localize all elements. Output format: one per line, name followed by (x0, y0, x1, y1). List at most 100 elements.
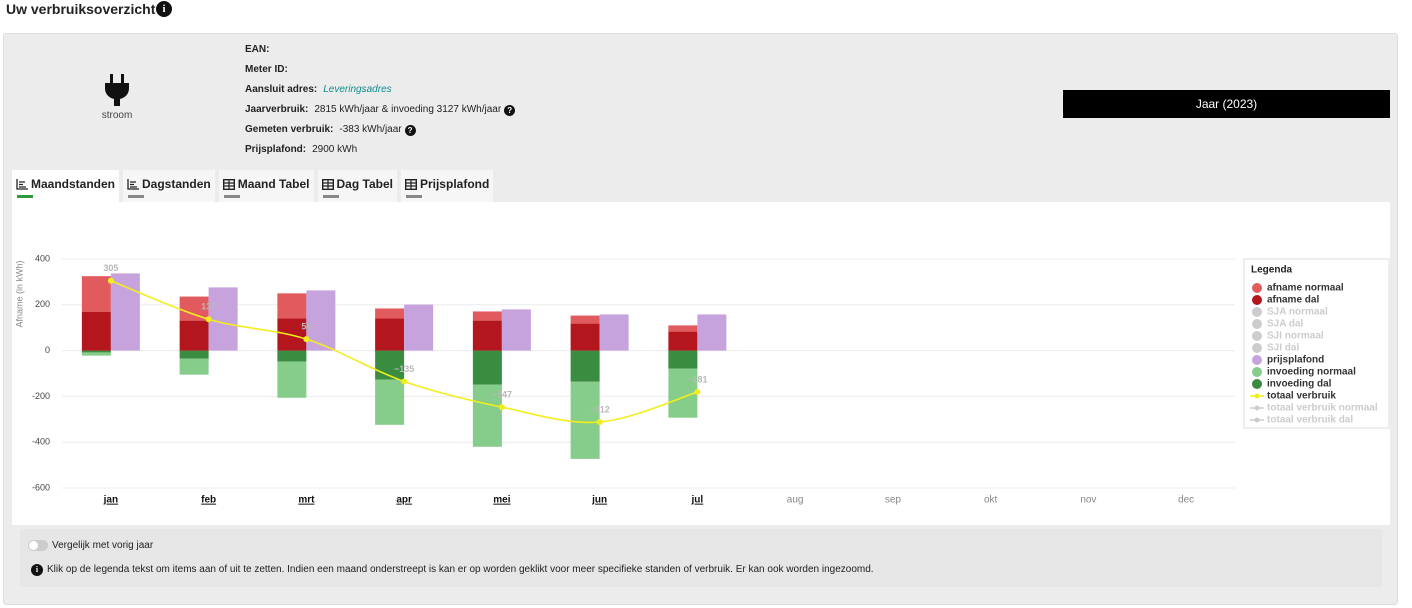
legend-marker (1252, 379, 1262, 389)
info-text: Klik op de legenda tekst om items aan of… (47, 564, 874, 575)
x-tick-label[interactable]: feb (201, 495, 216, 506)
legend-label[interactable]: totaal verbruik normaal (1267, 403, 1378, 414)
tab[interactable]: Maandstanden (12, 170, 120, 202)
legend-marker (1254, 405, 1260, 411)
page-title: Uw verbruiksoverzicht (6, 1, 156, 17)
field-label: Jaarverbruik: (245, 104, 309, 115)
x-tick-label[interactable]: mei (493, 495, 510, 506)
line-point (205, 316, 212, 323)
field-value: -383 kWh/jaar (339, 124, 402, 135)
x-tick-label: aug (787, 495, 804, 506)
legend-marker (1252, 319, 1262, 329)
legend-label[interactable]: invoeding normaal (1267, 367, 1356, 378)
bar (306, 290, 336, 351)
period-button[interactable]: Jaar (2023) (1063, 90, 1390, 118)
tab-marker (128, 195, 145, 198)
tab[interactable]: Prijsplafond (400, 170, 494, 202)
bar (277, 293, 307, 319)
x-tick-label[interactable]: jun (591, 495, 607, 506)
bar (110, 273, 140, 351)
x-tick-label: dec (1178, 495, 1194, 506)
bar (375, 318, 405, 351)
bar (375, 308, 405, 319)
data-label: 50 (301, 322, 311, 332)
bar (277, 361, 307, 398)
field-value[interactable]: Leveringsadres (323, 84, 392, 95)
field-value: 2815 kWh/jaar & invoeding 3127 kWh/jaar (314, 104, 502, 115)
tab-icon (222, 178, 235, 190)
legend-marker (1254, 417, 1260, 423)
field-value: 2900 kWh (312, 144, 358, 155)
bar (179, 296, 209, 321)
tab[interactable]: Dagstanden (123, 170, 215, 202)
field-label: Prijsplafond: (245, 144, 307, 155)
legend-label[interactable]: SJA dal (1267, 319, 1304, 330)
tab-label: Maandstanden (31, 177, 116, 191)
tab-label: Maand Tabel (237, 177, 310, 191)
help-icon[interactable]: ? (404, 125, 416, 136)
x-tick-label: nov (1080, 495, 1096, 506)
bar (472, 350, 502, 385)
tab-marker (322, 195, 339, 198)
tab[interactable]: Dag Tabel (317, 170, 397, 202)
field-label: Aansluit adres: (245, 84, 318, 95)
legend-box (1243, 258, 1390, 429)
y-axis-label: Afname (in kWh) (14, 260, 24, 327)
bar (179, 350, 209, 359)
legend-marker (1252, 367, 1262, 377)
meter-field: EAN: (245, 43, 275, 57)
tab-marker (223, 195, 240, 198)
legend-marker (1252, 343, 1262, 353)
tab-marker (17, 195, 33, 198)
line-point (694, 389, 701, 396)
bar (668, 325, 698, 332)
y-tick-label: -600 (32, 482, 50, 492)
plug-icon (105, 74, 129, 106)
legend-label[interactable]: afname dal (1267, 295, 1319, 306)
bar (472, 320, 502, 351)
info-icon: i (31, 564, 43, 576)
meter-field: Prijsplafond: 2900 kWh (245, 143, 357, 157)
x-tick-label[interactable]: jul (691, 495, 704, 506)
bar (404, 304, 434, 351)
x-tick-label[interactable]: apr (396, 495, 412, 506)
info-icon[interactable]: i (156, 1, 172, 17)
legend-label[interactable]: SJI normaal (1267, 331, 1324, 342)
legend-label[interactable]: SJA normaal (1267, 307, 1328, 318)
tab-icon (321, 178, 334, 190)
legend-title: Legenda (1251, 265, 1293, 276)
meter-field: Jaarverbruik: 2815 kWh/jaar & invoeding 3… (245, 103, 516, 117)
bar (375, 379, 405, 425)
chart-area (12, 202, 1390, 525)
help-icon[interactable]: ? (504, 105, 516, 116)
legend-label[interactable]: prijsplafond (1267, 355, 1324, 366)
bar (599, 314, 629, 351)
y-tick-label: -200 (32, 391, 50, 401)
bar (697, 314, 727, 351)
tab[interactable]: Maand Tabel (218, 170, 314, 202)
line-point (303, 336, 310, 343)
legend-label[interactable]: totaal verbruik (1267, 391, 1336, 402)
toggle[interactable] (28, 540, 48, 551)
data-label: 137 (201, 302, 216, 312)
x-tick-label[interactable]: mrt (298, 495, 315, 506)
legend-label[interactable]: invoeding dal (1267, 379, 1332, 390)
field-label: EAN: (245, 44, 270, 55)
bar (668, 331, 698, 351)
legend-label[interactable]: afname normaal (1267, 283, 1344, 294)
y-tick-label: 200 (35, 299, 50, 309)
x-tick-label[interactable]: jan (103, 495, 118, 506)
toggle-label: Vergelijk met vorig jaar (52, 540, 154, 551)
tab-icon (404, 178, 417, 190)
legend-label[interactable]: SJI dal (1267, 343, 1299, 354)
legend-marker (1252, 283, 1262, 293)
bar (277, 350, 307, 362)
bar (179, 320, 209, 351)
tab-marker (405, 195, 422, 198)
tab-label: Prijsplafond (419, 177, 490, 191)
line-point (401, 378, 408, 385)
data-label: −135 (394, 364, 414, 374)
legend-label[interactable]: totaal verbruik dal (1267, 415, 1353, 426)
bar (81, 311, 111, 351)
